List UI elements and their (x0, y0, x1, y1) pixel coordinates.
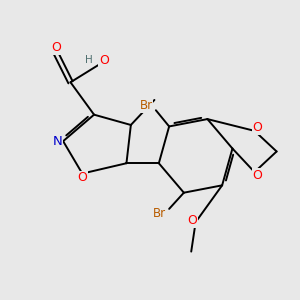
Text: O: O (253, 122, 262, 134)
Text: O: O (51, 41, 61, 54)
Text: O: O (253, 169, 262, 182)
Text: O: O (77, 172, 87, 184)
Text: O: O (187, 214, 197, 227)
Text: Br: Br (140, 99, 153, 112)
Text: O: O (99, 54, 109, 67)
Text: N: N (53, 135, 63, 148)
Text: H: H (85, 55, 93, 65)
Text: Br: Br (153, 207, 166, 220)
